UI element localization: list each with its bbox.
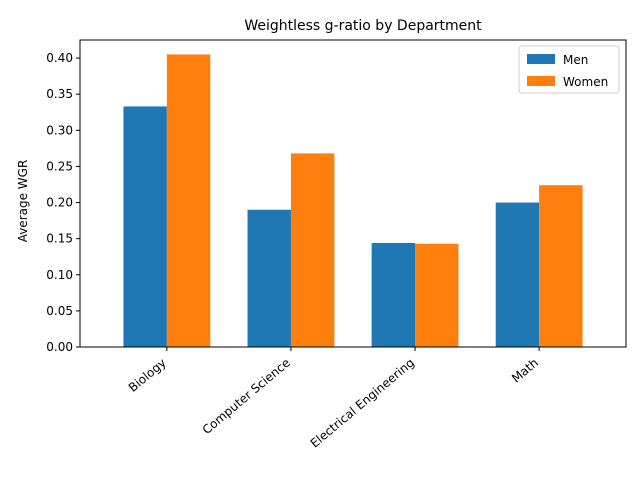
bar-men-math — [495, 202, 540, 347]
y-tick-label: 0.30 — [46, 123, 73, 137]
legend-swatch-women — [527, 76, 555, 86]
y-tick-label: 0.05 — [46, 304, 73, 318]
bar-women-biology — [166, 54, 211, 348]
plot-frame — [79, 39, 627, 348]
legend-label-women: Women — [563, 75, 608, 89]
bars-group — [123, 54, 583, 348]
y-axis-title: Average WGR — [16, 160, 30, 243]
chart-title: Weightless g-ratio by Department — [244, 18, 482, 34]
legend: Men Women — [518, 45, 620, 94]
bar-women-computer-science — [290, 153, 335, 347]
y-tick-label: 0.25 — [46, 159, 73, 173]
legend-swatch-men — [527, 54, 555, 64]
bar-men-biology — [123, 106, 167, 347]
y-tick-label: 0.15 — [46, 232, 73, 246]
bar-men-computer-science — [247, 209, 291, 347]
bar-men-electrical-engineering — [371, 242, 416, 347]
y-tick-label: 0.35 — [46, 87, 73, 101]
y-tick-label: 0.00 — [46, 340, 73, 354]
legend-label-men: Men — [563, 53, 588, 67]
y-tick-label: 0.20 — [46, 196, 73, 210]
y-axis-ticks: 0.00 0.05 0.10 0.15 0.20 0.25 0.30 0.35 0.40 — [46, 51, 80, 354]
y-tick-label: 0.40 — [46, 51, 73, 65]
bar-women-electrical-engineering — [415, 243, 459, 347]
bar-women-math — [539, 185, 583, 347]
y-tick-label: 0.10 — [46, 268, 73, 282]
